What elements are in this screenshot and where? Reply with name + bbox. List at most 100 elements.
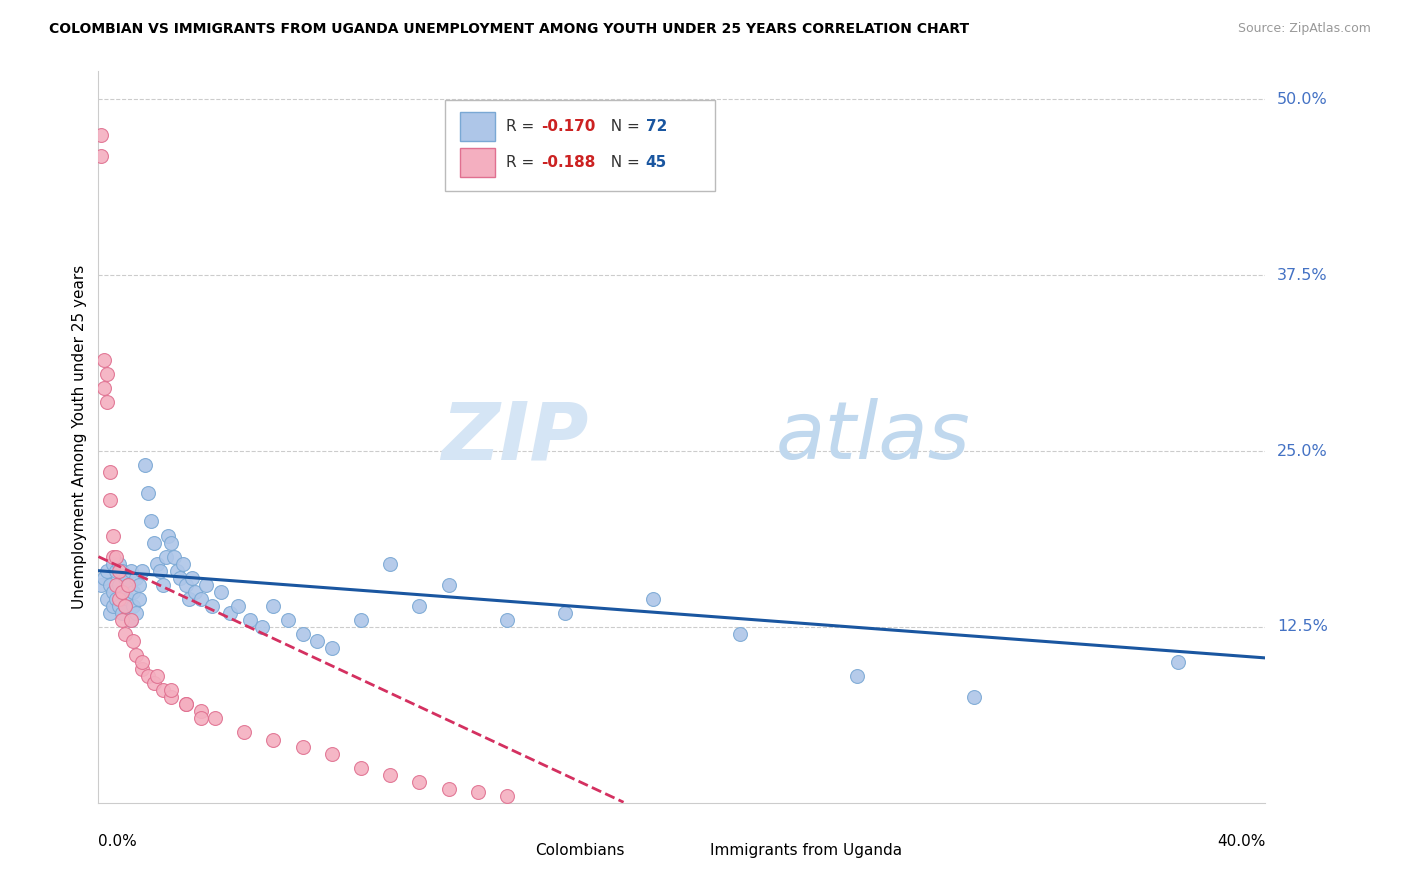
Point (730, 627, 752, 641)
Point (136, 486, 159, 500)
Point (152, 683, 174, 698)
Point (101, 528, 124, 542)
Point (190, 591, 212, 606)
Text: Source: ZipAtlas.com: Source: ZipAtlas.com (1237, 22, 1371, 36)
Point (350, 761, 373, 775)
Point (131, 655, 153, 669)
Point (120, 613, 142, 627)
Point (104, 578, 127, 592)
Point (114, 599, 136, 613)
Point (96, 367, 118, 381)
Text: ZIP: ZIP (441, 398, 589, 476)
Point (104, 564, 127, 578)
Point (380, 767, 402, 781)
Point (163, 549, 186, 564)
Point (250, 620, 273, 634)
Point (125, 606, 148, 620)
Point (101, 557, 124, 571)
Text: -0.188: -0.188 (541, 155, 595, 170)
Text: -0.170: -0.170 (541, 119, 595, 134)
Point (277, 613, 299, 627)
Text: R =: R = (506, 155, 538, 170)
Point (122, 599, 145, 613)
Point (120, 564, 142, 578)
Point (190, 705, 212, 719)
Point (146, 557, 169, 571)
Point (195, 578, 218, 592)
Point (291, 739, 314, 754)
Text: N =: N = (602, 119, 645, 134)
Point (122, 584, 145, 599)
Text: 50.0%: 50.0% (1277, 92, 1327, 107)
Point (496, 789, 519, 803)
Point (98, 606, 121, 620)
Bar (671, 840, 703, 863)
Point (321, 747, 343, 761)
Point (142, 676, 165, 690)
Point (117, 578, 139, 592)
Point (174, 698, 197, 712)
Point (111, 584, 134, 599)
Point (380, 557, 402, 571)
Point (136, 669, 159, 683)
Y-axis label: Unemployment Among Youth under 25 years: Unemployment Among Youth under 25 years (72, 265, 87, 609)
Point (307, 634, 329, 648)
Point (437, 578, 460, 592)
Point (117, 591, 139, 606)
Point (209, 584, 232, 599)
Text: atlas: atlas (775, 398, 970, 476)
Point (96, 591, 118, 606)
Point (160, 690, 183, 705)
Point (172, 557, 194, 571)
Point (146, 669, 169, 683)
Point (122, 634, 145, 648)
Point (160, 683, 183, 698)
Point (641, 591, 664, 606)
Text: 72: 72 (645, 119, 666, 134)
Point (467, 784, 489, 798)
Point (408, 774, 430, 789)
Point (201, 599, 224, 613)
Point (98, 578, 121, 592)
Point (114, 599, 136, 613)
Point (108, 557, 131, 571)
Point (108, 591, 131, 606)
Text: Immigrants from Uganda: Immigrants from Uganda (710, 843, 903, 858)
Point (101, 549, 124, 564)
Point (160, 535, 183, 549)
Point (93, 571, 115, 585)
Point (114, 571, 136, 585)
Point (183, 584, 205, 599)
Point (157, 528, 180, 542)
Point (128, 591, 150, 606)
Point (554, 606, 576, 620)
Text: 45: 45 (645, 155, 666, 170)
Point (262, 599, 284, 613)
Text: R =: R = (506, 119, 538, 134)
Point (93, 381, 115, 395)
Point (125, 648, 148, 662)
Point (104, 549, 127, 564)
Point (104, 591, 127, 606)
Point (111, 584, 134, 599)
Point (90, 149, 112, 163)
Point (155, 549, 177, 564)
Point (180, 571, 202, 585)
Point (846, 669, 869, 683)
Point (101, 599, 124, 613)
Text: N =: N = (602, 155, 645, 170)
Point (321, 641, 343, 656)
Point (204, 711, 226, 725)
Point (98, 465, 121, 479)
Bar (460, 112, 495, 141)
Point (169, 571, 191, 585)
Point (233, 725, 256, 739)
Text: 12.5%: 12.5% (1277, 619, 1327, 634)
Point (128, 578, 150, 592)
Text: 37.5%: 37.5% (1277, 268, 1327, 283)
Text: 0.0%: 0.0% (98, 834, 138, 849)
Text: COLOMBIAN VS IMMIGRANTS FROM UGANDA UNEMPLOYMENT AMONG YOUTH UNDER 25 YEARS CORR: COLOMBIAN VS IMMIGRANTS FROM UGANDA UNEM… (49, 22, 969, 37)
Point (134, 458, 156, 473)
Bar (460, 148, 495, 178)
Point (142, 535, 165, 549)
